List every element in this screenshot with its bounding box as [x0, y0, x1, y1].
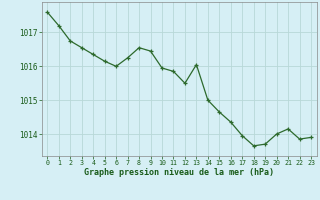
- X-axis label: Graphe pression niveau de la mer (hPa): Graphe pression niveau de la mer (hPa): [84, 168, 274, 177]
